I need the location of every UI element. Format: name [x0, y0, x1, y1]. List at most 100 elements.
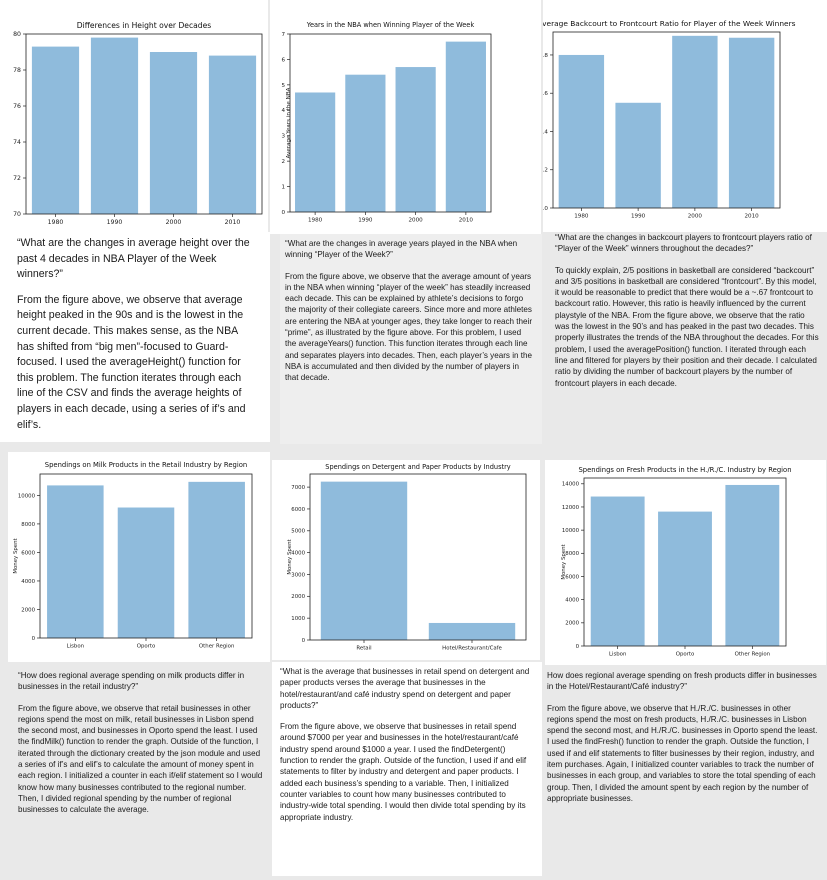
ratio-ytick-label: 0.8 [543, 53, 548, 59]
height-xtick-label: 1980 [48, 219, 64, 226]
years-ytick-label: 5 [281, 83, 285, 89]
ratio-xtick-label: 2010 [745, 214, 760, 220]
detergent-chart-panel: Spendings on Detergent and Paper Product… [272, 460, 540, 660]
height-ytick-label: 76 [13, 103, 21, 110]
milk-ytick-label: 8000 [21, 522, 35, 528]
fresh-text-block: How does regional average spending on fr… [545, 666, 825, 878]
years-axes-frame [289, 33, 492, 213]
ratio-ytick-label: 0.4 [543, 129, 548, 135]
milk-bar-chart: Spendings on Milk Products in the Retail… [13, 461, 253, 649]
fresh-ylabel: Money Spent [561, 544, 567, 579]
fresh-ytick-label: 0 [576, 644, 580, 650]
height-ytick-label: 72 [13, 175, 21, 182]
detergent-ytick-label: 0 [302, 638, 306, 644]
milk-chart-panel: Spendings on Milk Products in the Retail… [8, 452, 270, 662]
height-text-block: “What are the changes in average height … [0, 232, 270, 442]
detergent-bar-chart: Spendings on Detergent and Paper Product… [287, 463, 527, 651]
milk-ytick-label: 6000 [21, 550, 35, 556]
detergent-ytick-label: 2000 [291, 594, 305, 600]
milk-xtick-label: Oporto [137, 643, 156, 649]
ratio-bar-2000 [672, 35, 718, 209]
height-chart-title: Differences in Height over Decades [77, 21, 212, 30]
ratio-text-block: “What are the changes in backcourt playe… [551, 228, 825, 452]
years-ytick-label: 0 [281, 210, 285, 216]
years-ytick-label: 3 [281, 134, 285, 140]
years-ytick-label: 6 [281, 57, 285, 63]
ratio-chart-title: Average Backcourt to Frontcourt Ratio fo… [543, 19, 796, 28]
detergent-explanation: From the figure above, we observe that b… [280, 722, 527, 822]
fresh-bar-chart: Spendings on Fresh Products in the H./R.… [561, 466, 792, 657]
height-xtick-label: 1990 [107, 219, 123, 226]
height-bar-1980 [31, 46, 80, 214]
detergent-ytick-label: 1000 [291, 616, 305, 622]
fresh-xtick-label: Oporto [676, 651, 695, 657]
height-bar-chart: Differences in Height over Decades 70 72 74… [13, 21, 263, 226]
height-explanation: From the figure above, we observe that a… [17, 293, 246, 431]
detergent-text-block: “What is the average that businesses in … [272, 662, 542, 876]
detergent-bar-hotel-restaurant-cafe [428, 622, 516, 640]
detergent-ytick-label: 7000 [291, 485, 305, 491]
milk-bar-oporto [117, 507, 175, 638]
fresh-ytick-label: 2000 [565, 621, 579, 627]
detergent-question: “What is the average that businesses in … [280, 667, 530, 710]
years-ytick-label: 4 [281, 108, 285, 114]
years-chart-title: Years in the NBA when Winning Player of … [306, 21, 475, 29]
detergent-xtick-label: Retail [356, 645, 371, 651]
years-question: “What are the changes in average years p… [285, 239, 518, 260]
fresh-bar-oporto [658, 511, 712, 646]
ratio-bar-2010 [728, 37, 775, 208]
detergent-ytick-label: 4000 [291, 551, 305, 557]
fresh-chart-title: Spendings on Fresh Products in the H./R.… [578, 466, 791, 474]
years-text-block: “What are the changes in average years p… [280, 234, 542, 444]
milk-ylabel: Money Spent [13, 538, 19, 573]
years-bar-2010 [445, 41, 486, 212]
milk-ytick-label: 4000 [21, 579, 35, 585]
ratio-ytick-label: 0.2 [543, 168, 548, 174]
fresh-xtick-label: Other Region [735, 651, 770, 657]
fresh-ytick-label: 14000 [562, 482, 580, 488]
height-ytick-label: 78 [13, 67, 21, 74]
detergent-ytick-label: 5000 [291, 529, 305, 535]
milk-ytick-label: 0 [32, 636, 36, 642]
milk-ytick-label: 2000 [21, 607, 35, 613]
ratio-bar-1980 [558, 54, 605, 209]
ratio-explanation: To quickly explain, 2/5 positions in bas… [555, 265, 819, 388]
years-xtick-label: 1980 [308, 218, 323, 224]
height-bar-2000 [149, 52, 198, 214]
fresh-ytick-label: 12000 [562, 505, 580, 511]
detergent-axes-frame [309, 473, 527, 641]
years-bar-chart: Years in the NBA when Winning Player of … [281, 21, 492, 224]
milk-question: “How does regional average spending on m… [18, 671, 245, 692]
years-chart-panel: Years in the NBA when Winning Player of … [270, 0, 541, 234]
fresh-ytick-label: 4000 [565, 598, 579, 604]
fresh-ytick-label: 8000 [565, 551, 579, 557]
years-ytick-label: 2 [281, 159, 285, 165]
ratio-xtick-label: 1990 [631, 214, 646, 220]
fresh-bar-other-region [725, 484, 780, 646]
milk-text-block: “How does regional average spending on m… [10, 666, 272, 878]
milk-bar-lisbon [47, 485, 104, 638]
milk-explanation: From the figure above, we observe that r… [18, 703, 263, 815]
years-bar-2000 [395, 67, 436, 212]
years-xtick-label: 2000 [409, 218, 424, 224]
ratio-question: “What are the changes in backcourt playe… [555, 233, 812, 254]
milk-xtick-label: Other Region [199, 643, 234, 649]
height-xtick-label: 2000 [166, 219, 182, 226]
ratio-chart-panel: Average Backcourt to Frontcourt Ratio fo… [543, 0, 827, 232]
fresh-bar-lisbon [590, 496, 645, 646]
height-chart-panel: Differences in Height over Decades 70 72 74… [0, 0, 268, 232]
years-ylabel: Average Years in the NBA [286, 87, 292, 158]
height-question: “What are the changes in average height … [17, 237, 250, 281]
ratio-xtick-label: 1980 [574, 214, 589, 220]
fresh-xtick-label: Lisbon [609, 651, 626, 657]
height-ytick-label: 80 [13, 31, 21, 38]
milk-ytick-label: 10000 [18, 493, 36, 499]
ratio-ytick-label: 0.0 [543, 206, 548, 212]
milk-bar-other-region [188, 481, 245, 638]
ratio-bar-1990 [615, 102, 661, 208]
years-ytick-label: 1 [281, 185, 285, 191]
fresh-question: How does regional average spending on fr… [547, 671, 817, 692]
detergent-xtick-label: Hotel/Restaurant/Cafe [442, 645, 502, 651]
fresh-explanation: From the figure above, we observe that H… [547, 703, 818, 803]
years-ytick-label: 7 [281, 32, 285, 38]
